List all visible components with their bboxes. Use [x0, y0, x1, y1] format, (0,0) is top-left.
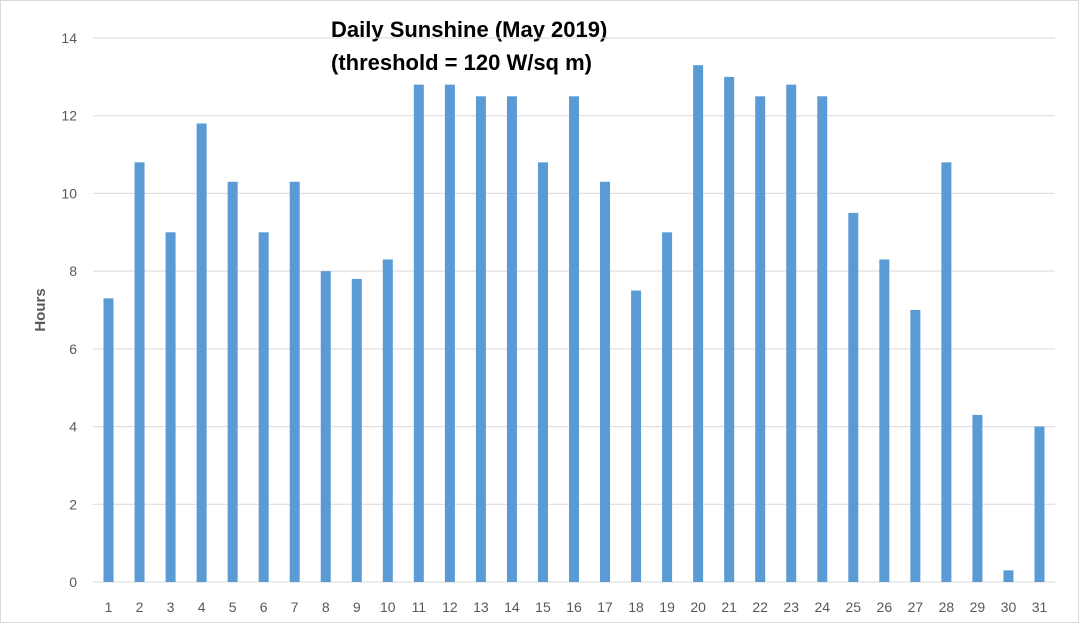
x-tick-label: 19 [659, 599, 675, 615]
bar-14 [506, 96, 517, 583]
bar-18 [631, 290, 642, 582]
x-tick-label: 17 [597, 599, 613, 615]
x-tick-label: 25 [846, 599, 862, 615]
x-tick-label: 30 [1001, 599, 1017, 615]
y-tick-label: 0 [69, 574, 77, 590]
bar-24 [817, 96, 828, 583]
bar-20 [693, 65, 704, 582]
y-tick-label: 10 [61, 185, 77, 201]
x-tick-label: 12 [442, 599, 458, 615]
bar-5 [227, 181, 238, 582]
bar-26 [879, 259, 890, 582]
x-tick-label: 22 [752, 599, 768, 615]
bar-8 [320, 271, 331, 582]
x-tick-label: 14 [504, 599, 520, 615]
y-tick-label: 2 [69, 496, 77, 512]
x-tick-label: 4 [198, 599, 206, 615]
bar-13 [475, 96, 486, 583]
bar-6 [258, 232, 269, 583]
bar-31 [1034, 426, 1045, 582]
x-tick-label: 21 [721, 599, 737, 615]
x-axis-ticks: 1 2 3 4 5 6 7 8 9 10 11 12 13 14 15 16 17 18 19 20 21 22 23 24 2… [105, 599, 1048, 615]
y-axis-ticks: 0 2 4 6 8 10 12 14 [61, 30, 77, 590]
x-tick-label: 26 [877, 599, 893, 615]
x-tick-label: 28 [939, 599, 955, 615]
bar-27 [910, 310, 921, 582]
x-tick-label: 8 [322, 599, 330, 615]
y-tick-label: 8 [69, 263, 77, 279]
x-tick-label: 24 [814, 599, 830, 615]
y-tick-label: 12 [61, 108, 77, 124]
x-tick-label: 2 [136, 599, 144, 615]
bar-10 [382, 259, 393, 582]
y-tick-label: 14 [61, 30, 77, 46]
x-tick-label: 31 [1032, 599, 1048, 615]
y-axis-title: Hours [32, 288, 49, 331]
x-tick-label: 20 [690, 599, 706, 615]
x-tick-label: 27 [908, 599, 924, 615]
bar-7 [289, 181, 300, 582]
x-tick-label: 9 [353, 599, 361, 615]
bar-15 [537, 162, 548, 583]
x-tick-label: 6 [260, 599, 268, 615]
bar-28 [941, 162, 952, 583]
x-tick-label: 18 [628, 599, 644, 615]
x-tick-label: 3 [167, 599, 175, 615]
x-tick-label: 5 [229, 599, 237, 615]
bar-9 [351, 278, 362, 582]
bar-25 [848, 212, 859, 582]
x-tick-label: 11 [412, 599, 427, 615]
bar-30 [1003, 570, 1014, 582]
bar-12 [444, 84, 455, 582]
bar-4 [196, 123, 207, 582]
x-tick-label: 15 [535, 599, 551, 615]
x-tick-label: 23 [783, 599, 799, 615]
x-tick-label: 10 [380, 599, 396, 615]
x-tick-label: 7 [291, 599, 299, 615]
bar-17 [600, 181, 611, 582]
y-tick-label: 4 [69, 419, 77, 435]
bar-2 [134, 162, 145, 583]
x-tick-label: 1 [105, 599, 113, 615]
y-tick-label: 6 [69, 341, 77, 357]
x-tick-label: 13 [473, 599, 489, 615]
bar-22 [755, 96, 766, 583]
bars [103, 65, 1045, 583]
bar-19 [662, 232, 673, 583]
bar-29 [972, 414, 983, 582]
chart-subtitle: (threshold = 120 W/sq m) [331, 50, 592, 75]
bar-11 [413, 84, 424, 582]
bar-21 [724, 76, 735, 582]
bar-23 [786, 84, 797, 582]
bar-3 [165, 232, 176, 583]
x-tick-label: 16 [566, 599, 582, 615]
bar-16 [569, 96, 579, 583]
bar-1 [103, 298, 114, 582]
x-tick-label: 29 [970, 599, 986, 615]
